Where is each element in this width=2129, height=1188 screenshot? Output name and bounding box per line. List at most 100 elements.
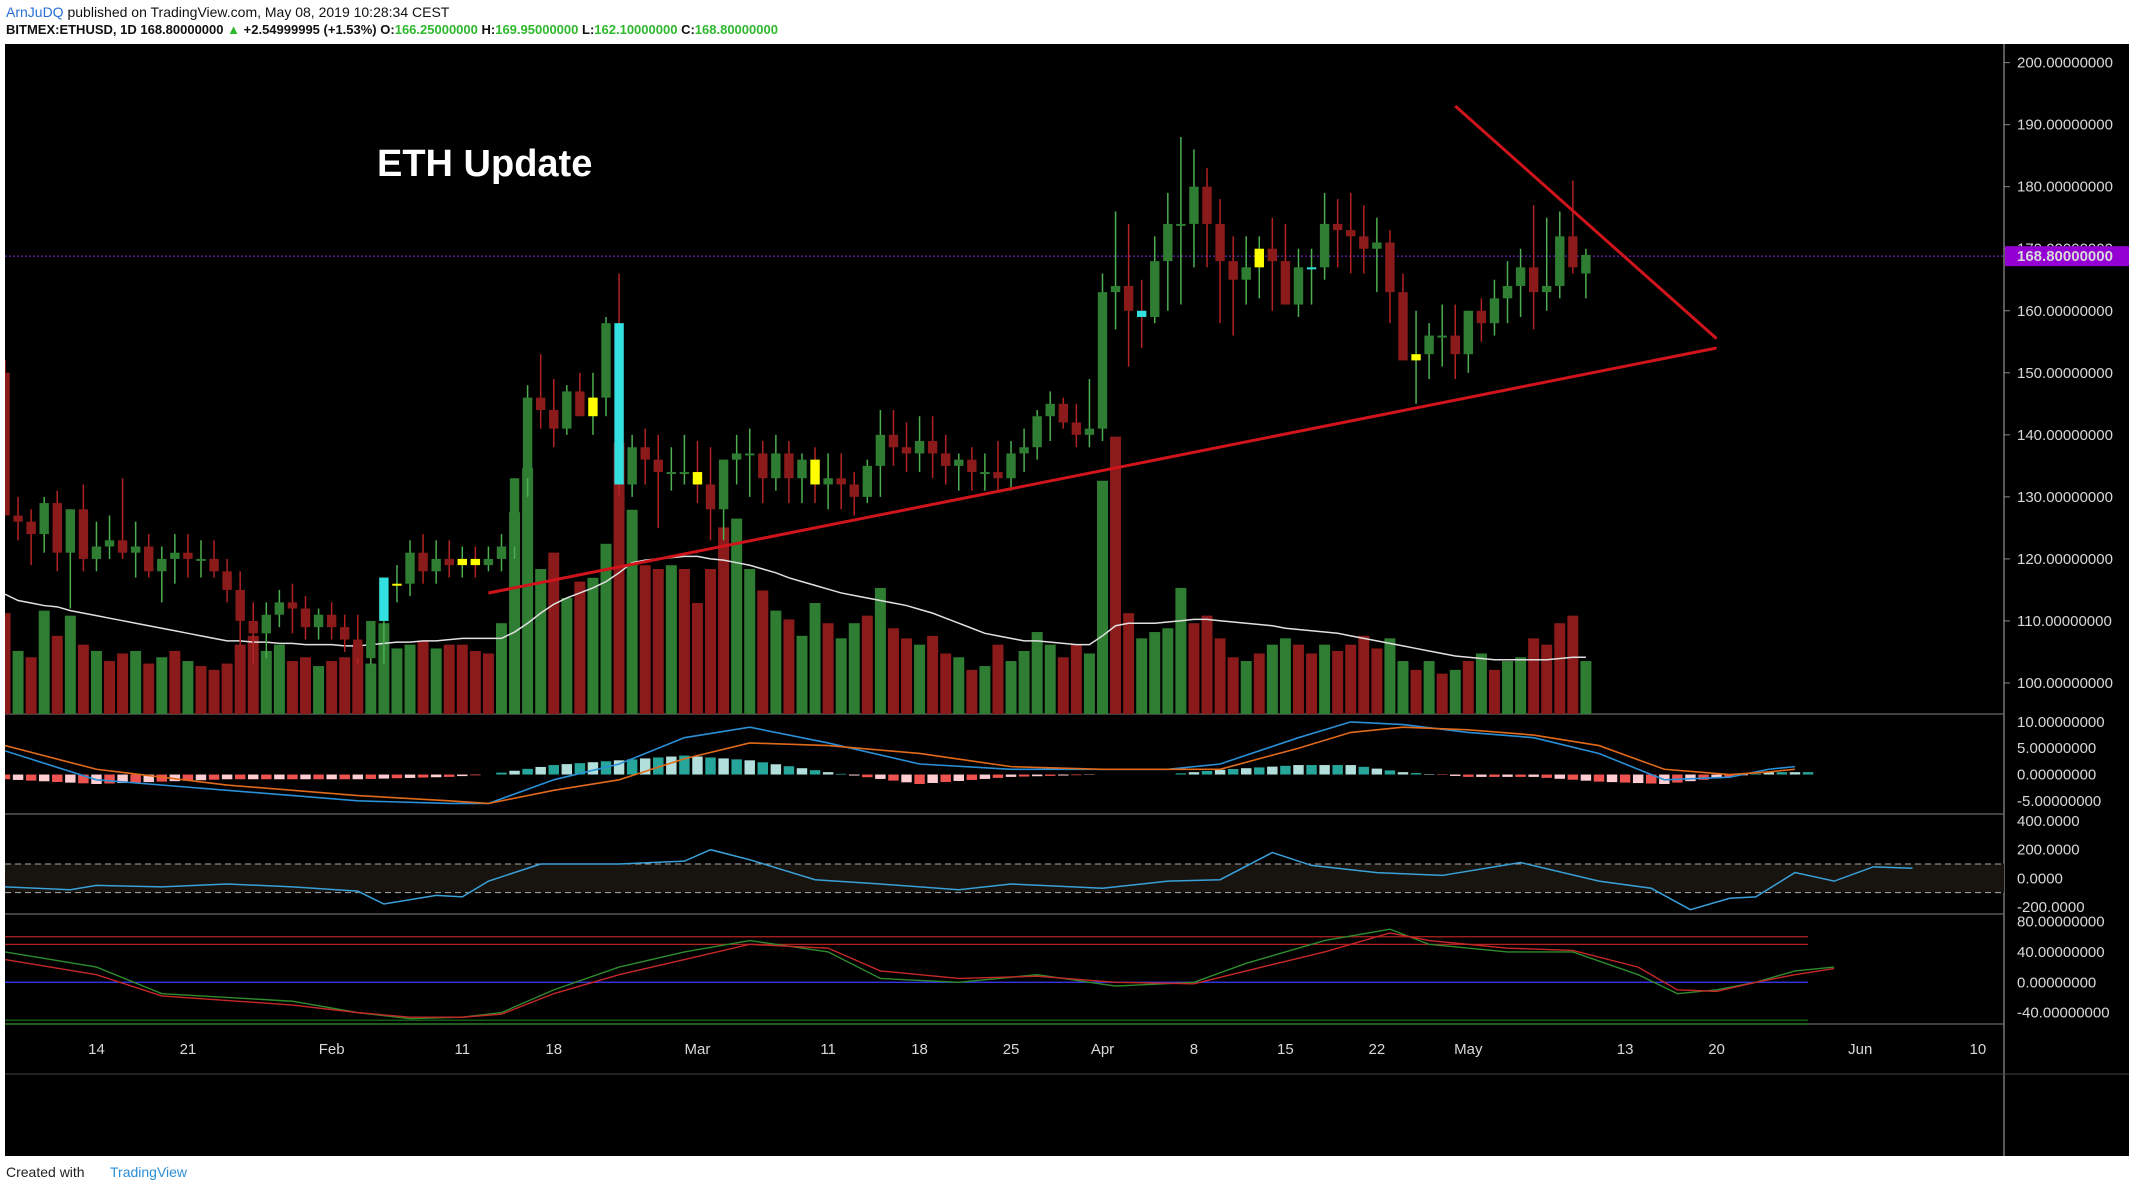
volume-bar [1371, 648, 1383, 714]
macd-histogram-bar [1593, 774, 1605, 782]
candle-body [927, 441, 938, 454]
macd-signal-line [5, 726, 1796, 805]
candle-body [1411, 354, 1421, 361]
cci-tick-label: 400.0000 [2017, 813, 2080, 830]
candle-body [13, 515, 23, 522]
candle-body [1385, 242, 1395, 293]
volume-bar [247, 635, 259, 714]
macd-histogram-bar [587, 762, 599, 775]
macd-histogram-bar [1528, 774, 1539, 777]
volume-bar [705, 569, 717, 714]
candle-body [235, 589, 245, 621]
time-tick-label: 13 [1617, 1041, 1634, 1058]
volume-bar [208, 669, 220, 714]
volume-bar [1005, 661, 1017, 714]
volume-bar [326, 661, 338, 714]
candle-body [104, 540, 115, 547]
volume-bar [1097, 480, 1108, 714]
macd-histogram-bar [875, 774, 886, 779]
tradingview-logo[interactable]: TradingView [110, 1164, 188, 1180]
candle-body [535, 397, 546, 411]
candle-body [91, 546, 102, 559]
volume-bar [12, 650, 24, 714]
candle-body [1450, 335, 1460, 355]
volume-bar [5, 613, 11, 714]
macd-histogram-bar [1711, 774, 1722, 779]
macd-histogram-bar [52, 774, 63, 782]
candle-body [1332, 223, 1343, 231]
price-tick-label: 200.00000000 [2017, 55, 2113, 72]
candle-body [392, 583, 402, 586]
candle-body [1489, 298, 1500, 324]
volume-bar [744, 569, 756, 714]
volume-bar [234, 644, 246, 714]
macd-histogram-bar [1619, 774, 1631, 783]
macd-histogram-bar [365, 774, 377, 779]
macd-histogram-bar [417, 774, 429, 778]
macd-histogram-bar [1776, 772, 1788, 775]
chart-title: ETH Update [377, 143, 592, 185]
candle-body [771, 453, 781, 479]
volume-bar [927, 635, 939, 714]
time-tick-label: 10 [1970, 1041, 1987, 1058]
volume-bar [286, 661, 298, 714]
candle-body [731, 453, 742, 460]
volume-bar [979, 666, 991, 714]
candle-body [679, 472, 690, 475]
volume-bar [339, 657, 351, 714]
volume-bar [796, 635, 808, 714]
macd-histogram-bar [1240, 768, 1252, 775]
candle-body [339, 627, 350, 640]
volume-bar [626, 509, 638, 714]
last-price: 168.80000000 [140, 22, 224, 37]
candle-body [1176, 223, 1186, 226]
chart-svg[interactable]: ETH Update100.00000000110.00000000120.00… [5, 44, 2129, 1156]
candle-body [183, 552, 193, 559]
volume-bar [1188, 623, 1200, 714]
volume-bar [391, 648, 403, 714]
cci-band [5, 864, 2004, 893]
time-tick-label: Apr [1091, 1041, 1114, 1058]
volume-bar [221, 663, 233, 714]
time-tick-label: 8 [1190, 1041, 1198, 1058]
candle-body [1189, 186, 1199, 224]
candle-body [1110, 285, 1121, 293]
volume-bar [574, 581, 586, 714]
candle-body [1359, 236, 1369, 249]
macd-histogram-bar [261, 774, 272, 780]
candle-body [1071, 422, 1082, 435]
volume-bar [77, 644, 89, 714]
macd-histogram-bar [639, 758, 651, 775]
volume-bar [260, 650, 272, 714]
volume-bar [1018, 650, 1030, 714]
candle-body [274, 602, 285, 615]
close-label: C: [681, 22, 695, 37]
chart-area[interactable]: ETH Update 100.00000000 110.00000000 120.00… [5, 44, 2129, 1156]
macd-histogram-bar [457, 774, 468, 777]
volume-bar [1227, 657, 1239, 714]
macd-histogram-bar [914, 774, 925, 784]
publish-line: ArnJuDQ published on TradingView.com, Ma… [6, 4, 449, 20]
volume-bar [809, 603, 821, 714]
symbol-line: BITMEX:ETHUSD, 1D 168.80000000 ▲ +2.5499… [6, 22, 778, 37]
author-link[interactable]: ArnJuDQ [6, 4, 64, 20]
macd-histogram-bar [1058, 774, 1069, 776]
candle-body [326, 614, 337, 628]
candle-body [353, 639, 363, 659]
macd-histogram-bar [1045, 774, 1056, 776]
macd-histogram-bar [888, 774, 899, 781]
macd-histogram-bar [548, 765, 559, 775]
volume-bar [456, 644, 468, 714]
high-label: H: [481, 22, 496, 37]
macd-histogram-bar [679, 755, 690, 775]
macd-tick-label: 5.00000000 [2017, 740, 2096, 757]
price-tick-label: 100.00000000 [2017, 675, 2113, 692]
volume-bar [273, 644, 285, 714]
published-text: published on TradingView.com, May 08, 20… [67, 4, 450, 20]
volume-bar [1292, 644, 1304, 714]
candle-body [5, 372, 10, 516]
macd-tick-label: 0.00000000 [2017, 767, 2096, 784]
macd-histogram-bar [248, 774, 259, 780]
macd-histogram-bar [705, 757, 716, 775]
candle-body [418, 552, 428, 572]
